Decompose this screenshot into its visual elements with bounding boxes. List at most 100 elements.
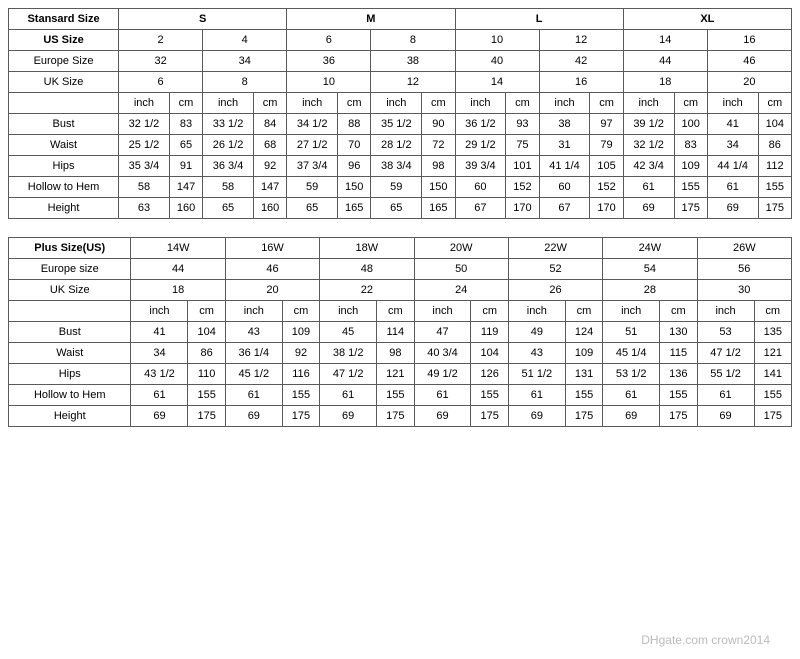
table-row: Hips43 1/211045 1/211647 1/212149 1/2126… [9, 364, 792, 385]
cell: 175 [660, 406, 697, 427]
eu-6: 44 [623, 51, 707, 72]
cell: 152 [590, 177, 623, 198]
cell: 155 [188, 385, 225, 406]
cell: 69 [623, 198, 674, 219]
plus-uk-label: UK Size [9, 280, 131, 301]
cell: 175 [188, 406, 225, 427]
cell: 43 1/2 [131, 364, 188, 385]
cell: 65 [287, 198, 338, 219]
pu0a: inch [131, 301, 188, 322]
cell: 155 [758, 177, 791, 198]
cell: 49 1/2 [414, 364, 471, 385]
eu-1: 34 [203, 51, 287, 72]
pu6a: inch [697, 301, 754, 322]
cell: 41 1/4 [539, 156, 590, 177]
cell: 26 1/2 [203, 135, 254, 156]
cell: 69 [225, 406, 282, 427]
u5a: inch [539, 93, 590, 114]
table-row: Waist25 1/26526 1/26827 1/27028 1/27229 … [9, 135, 792, 156]
uk-7: 20 [707, 72, 791, 93]
measurement-label: Bust [9, 322, 131, 343]
cell: 130 [660, 322, 697, 343]
u4a: inch [455, 93, 506, 114]
cell: 29 1/2 [455, 135, 506, 156]
uk-5: 16 [539, 72, 623, 93]
plus-eu-label: Europe size [9, 259, 131, 280]
cell: 121 [377, 364, 414, 385]
unit-blank [9, 93, 119, 114]
pu-1: 20 [225, 280, 319, 301]
cell: 27 1/2 [287, 135, 338, 156]
cell: 35 3/4 [119, 156, 170, 177]
cell: 31 [539, 135, 590, 156]
cell: 175 [377, 406, 414, 427]
cell: 58 [203, 177, 254, 198]
cell: 55 1/2 [697, 364, 754, 385]
cell: 175 [754, 406, 791, 427]
cell: 105 [590, 156, 623, 177]
u7b: cm [758, 93, 791, 114]
us-2: 6 [287, 30, 371, 51]
cell: 61 [131, 385, 188, 406]
cell: 32 1/2 [119, 114, 170, 135]
cell: 53 1/2 [603, 364, 660, 385]
us-size-row: US Size 2 4 6 8 10 12 14 16 [9, 30, 792, 51]
group-m: M [287, 9, 455, 30]
cell: 136 [660, 364, 697, 385]
standard-title: Stansard Size [9, 9, 119, 30]
uk-4: 14 [455, 72, 539, 93]
cell: 67 [539, 198, 590, 219]
standard-size-table: Stansard Size S M L XL US Size 2 4 6 8 1… [8, 8, 792, 219]
cell: 75 [506, 135, 539, 156]
u1b: cm [253, 93, 286, 114]
cell: 155 [282, 385, 319, 406]
pu5b: cm [660, 301, 697, 322]
watermark-text: DHgate.com crown2014 [641, 633, 770, 647]
cell: 97 [590, 114, 623, 135]
standard-group-row: Stansard Size S M L XL [9, 9, 792, 30]
pe-3: 50 [414, 259, 508, 280]
cell: 45 1/4 [603, 343, 660, 364]
cell: 70 [338, 135, 371, 156]
cell: 84 [253, 114, 286, 135]
cell: 104 [188, 322, 225, 343]
plus-title-row: Plus Size(US) 14W 16W 18W 20W 22W 24W 26… [9, 238, 792, 259]
measurement-label: Bust [9, 114, 119, 135]
cell: 170 [506, 198, 539, 219]
cell: 160 [169, 198, 202, 219]
cell: 69 [414, 406, 471, 427]
cell: 40 3/4 [414, 343, 471, 364]
cell: 25 1/2 [119, 135, 170, 156]
uk-0: 6 [119, 72, 203, 93]
cell: 141 [754, 364, 791, 385]
cell: 119 [471, 322, 508, 343]
cell: 44 1/4 [707, 156, 758, 177]
cell: 61 [603, 385, 660, 406]
cell: 69 [603, 406, 660, 427]
cell: 98 [422, 156, 455, 177]
cell: 175 [565, 406, 602, 427]
u2b: cm [338, 93, 371, 114]
cell: 41 [131, 322, 188, 343]
us-0: 2 [119, 30, 203, 51]
table-row: Hips35 3/49136 3/49237 3/49638 3/49839 3… [9, 156, 792, 177]
cell: 61 [414, 385, 471, 406]
cell: 61 [225, 385, 282, 406]
us-3: 8 [371, 30, 455, 51]
pu-4: 26 [508, 280, 602, 301]
ps-6: 26W [697, 238, 791, 259]
cell: 160 [253, 198, 286, 219]
cell: 104 [758, 114, 791, 135]
uk-size-row: UK Size 6 8 10 12 14 16 18 20 [9, 72, 792, 93]
ps-5: 24W [603, 238, 697, 259]
u4b: cm [506, 93, 539, 114]
cell: 69 [508, 406, 565, 427]
table-row: Bust32 1/28333 1/28434 1/28835 1/29036 1… [9, 114, 792, 135]
u0a: inch [119, 93, 170, 114]
cell: 91 [169, 156, 202, 177]
uk-1: 8 [203, 72, 287, 93]
cell: 65 [203, 198, 254, 219]
cell: 175 [758, 198, 791, 219]
plus-title: Plus Size(US) [9, 238, 131, 259]
pu0b: cm [188, 301, 225, 322]
